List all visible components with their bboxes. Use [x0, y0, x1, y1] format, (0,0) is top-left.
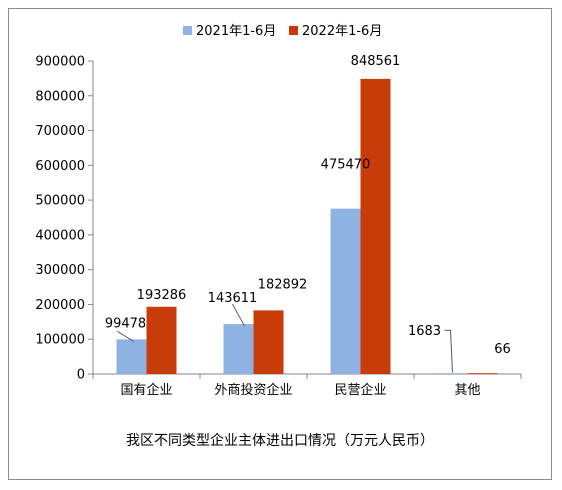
legend-swatch	[183, 26, 192, 35]
bar	[146, 306, 177, 374]
y-tick-label: 200000	[35, 298, 85, 313]
y-tick-label: 700000	[35, 124, 85, 139]
chart-legend: 2021年1-6月 2022年1-6月	[183, 24, 382, 39]
y-tick-label: 600000	[35, 159, 85, 174]
data-label: 182892	[258, 277, 308, 292]
data-label: 66	[494, 342, 511, 357]
chart-title: 我区不同类型企业主体进出口情况（万元人民币）	[126, 432, 434, 449]
x-category-label: 国有企业	[120, 382, 172, 398]
label-leader-line	[232, 303, 245, 327]
bar-chart: 2021年1-6月 2022年1-6月 0 100000 200000 300000 40…	[35, 24, 522, 449]
data-labels: 99478 143611 475470 1683 193286 182892 848561 6…	[105, 54, 511, 373]
y-tick-label: 300000	[35, 263, 85, 278]
x-category-label: 民营企业	[334, 382, 386, 398]
y-tick-label: 500000	[35, 194, 85, 209]
x-category-label: 外商投资企业	[214, 382, 292, 398]
data-label: 99478	[105, 316, 146, 331]
data-label: 475470	[321, 158, 371, 173]
x-axis: 国有企业 外商投资企业 民营企业 其他	[92, 373, 522, 398]
data-label: 193286	[137, 288, 187, 303]
y-tick-label: 400000	[35, 228, 85, 243]
y-tick-label: 100000	[35, 333, 85, 348]
bar	[437, 373, 468, 374]
data-label: 1683	[408, 324, 441, 339]
legend-label: 2022年1-6月	[302, 24, 382, 39]
bar-series	[116, 78, 498, 374]
data-label: 143611	[208, 291, 258, 306]
label-leader-line	[444, 329, 453, 373]
legend-swatch	[289, 26, 298, 35]
y-tick-label: 0	[77, 368, 85, 383]
bar	[330, 208, 361, 374]
bar	[467, 373, 498, 374]
bar	[223, 324, 254, 374]
chart-frame: 2021年1-6月 2022年1-6月 0 100000 200000 300000 40…	[8, 8, 552, 480]
bar	[360, 78, 391, 374]
y-tick-label: 900000	[35, 55, 85, 70]
legend-label: 2021年1-6月	[196, 24, 276, 39]
data-label: 848561	[351, 54, 401, 69]
label-leader-line	[117, 330, 134, 342]
y-axis: 0 100000 200000 300000 400000 500000 600000 700…	[35, 55, 94, 383]
x-category-label: 其他	[454, 383, 480, 398]
bar	[253, 310, 284, 374]
y-tick-label: 800000	[35, 89, 85, 104]
bar	[116, 339, 147, 374]
